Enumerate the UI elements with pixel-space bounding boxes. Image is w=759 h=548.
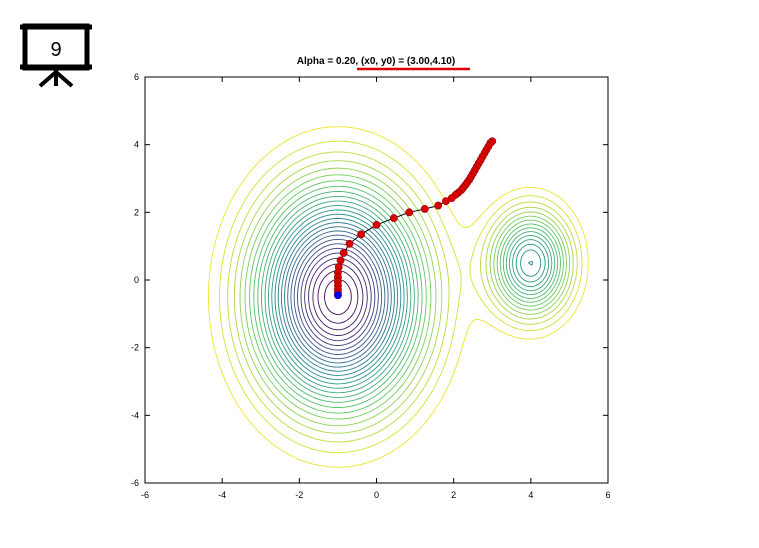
- path-point: [389, 214, 398, 222]
- axis-ticks: -6 -4 -2 0 2 4 6 -6 -4 -2 0 2 4 6: [131, 72, 611, 500]
- contour-line: [227, 151, 578, 443]
- descent-path-points: [334, 137, 497, 300]
- x-tick-label: 0: [374, 490, 379, 500]
- contour-line: [244, 174, 567, 420]
- contour-line: [304, 252, 372, 342]
- y-tick-label: 0: [134, 275, 139, 285]
- contour-line: [297, 243, 379, 351]
- contour-line: [300, 247, 376, 346]
- contour-line: [208, 126, 589, 468]
- contour-line: [277, 217, 533, 376]
- path-point: [372, 220, 381, 229]
- contour-line: [274, 213, 542, 381]
- x-tick-label: 6: [605, 490, 610, 500]
- path-point: [339, 249, 348, 257]
- x-tick-label: -4: [218, 490, 226, 500]
- slide-number: 9: [50, 39, 61, 61]
- path-point: [336, 256, 345, 265]
- contour-line: [324, 278, 352, 316]
- contour-line: [219, 140, 583, 454]
- contour-line: [249, 180, 564, 414]
- contour-line: [284, 226, 392, 368]
- x-tick-label: 2: [451, 490, 456, 500]
- contour-line: [271, 209, 546, 385]
- contour-line: [280, 222, 395, 372]
- x-tick-label: 4: [528, 490, 533, 500]
- path-point: [420, 205, 429, 213]
- y-tick-label: -6: [131, 478, 139, 488]
- path-point: [434, 201, 443, 210]
- contour-line: [312, 263, 364, 331]
- x-tick-label: -6: [141, 490, 149, 500]
- y-tick-label: 2: [134, 207, 139, 217]
- contour-lines: [208, 126, 589, 468]
- slide-number-icon: 9: [20, 20, 92, 92]
- contour-line: [253, 185, 561, 408]
- chart-title: Alpha = 0.20, (x0, y0) = (3.00,4.10): [297, 56, 455, 67]
- contour-line: [317, 270, 359, 324]
- path-point: [405, 208, 414, 217]
- contour-line: [293, 238, 383, 355]
- end-point: [334, 291, 342, 300]
- path-point: [442, 197, 450, 206]
- path-point: [345, 239, 354, 248]
- path-point: [357, 230, 365, 239]
- contour-line: [261, 195, 556, 398]
- contour-line: [268, 205, 550, 389]
- x-tick-label: -2: [295, 490, 303, 500]
- contour-line: [308, 257, 368, 336]
- contour-line: [233, 160, 574, 434]
- contour-line: [257, 191, 559, 403]
- contour-line: [239, 167, 571, 427]
- y-tick-label: -4: [131, 410, 139, 420]
- contour-line: [290, 234, 386, 360]
- y-tick-label: 4: [134, 140, 139, 150]
- y-tick-label: 6: [134, 72, 139, 82]
- contour-line: [264, 200, 553, 394]
- y-tick-label: -2: [131, 343, 139, 353]
